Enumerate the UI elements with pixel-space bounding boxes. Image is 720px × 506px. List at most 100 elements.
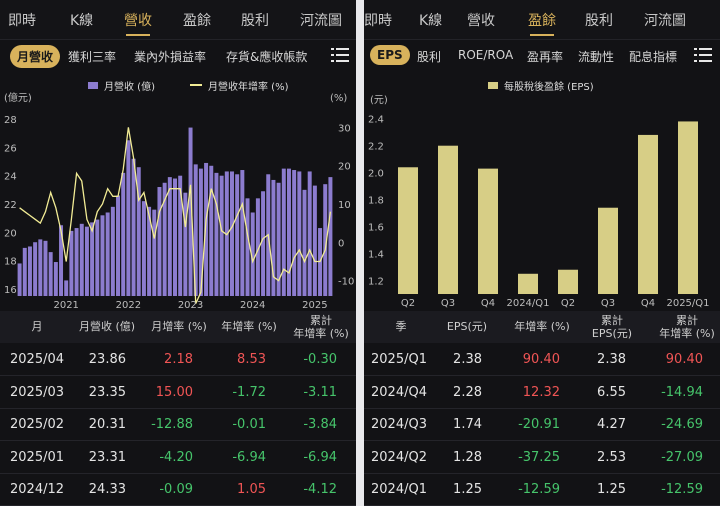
revenue-bar[interactable]: [183, 192, 188, 296]
revenue-bar[interactable]: [59, 225, 64, 296]
top-tab-3[interactable]: 盈餘: [183, 13, 211, 29]
revenue-bar[interactable]: [193, 164, 198, 296]
revenue-bar[interactable]: [43, 240, 48, 296]
revenue-bar[interactable]: [69, 230, 74, 296]
table-row[interactable]: 2025/Q1 2.38 90.40 2.38 90.40: [364, 343, 720, 376]
revenue-bar[interactable]: [22, 247, 27, 296]
top-tab-1[interactable]: K線: [419, 13, 443, 29]
revenue-bar[interactable]: [214, 172, 219, 296]
revenue-bar[interactable]: [136, 167, 141, 296]
revenue-bar[interactable]: [281, 168, 286, 296]
revenue-bar[interactable]: [131, 158, 136, 296]
revenue-bar[interactable]: [157, 187, 162, 296]
revenue-bar[interactable]: [255, 198, 260, 296]
revenue-bar[interactable]: [100, 215, 105, 296]
sub-tab-4[interactable]: 流動性: [578, 50, 615, 64]
top-tab-3[interactable]: 盈餘: [528, 13, 556, 29]
revenue-bar[interactable]: [250, 212, 255, 296]
revenue-bar[interactable]: [292, 170, 297, 296]
revenue-bar[interactable]: [116, 195, 121, 296]
revenue-bar[interactable]: [219, 175, 224, 296]
revenue-bar[interactable]: [167, 177, 172, 296]
revenue-bar[interactable]: [84, 226, 89, 296]
eps-bar[interactable]: [398, 167, 418, 294]
eps-bar[interactable]: [438, 145, 458, 294]
revenue-bar[interactable]: [173, 178, 177, 296]
top-tab-0[interactable]: 即時: [8, 13, 36, 29]
revenue-bar[interactable]: [105, 212, 110, 296]
eps-bar[interactable]: [558, 269, 578, 294]
revenue-bar[interactable]: [90, 222, 95, 296]
revenue-bar[interactable]: [53, 262, 58, 296]
table-row[interactable]: 2024/Q2 1.28 -37.25 2.53 -27.09: [364, 441, 720, 474]
sub-tab-5[interactable]: 配息指標: [629, 50, 678, 64]
revenue-bar[interactable]: [302, 189, 307, 296]
revenue-bar[interactable]: [147, 206, 152, 296]
sub-tab-3[interactable]: 盈再率: [527, 50, 564, 64]
sub-tab-0[interactable]: EPS: [370, 45, 410, 65]
revenue-bar[interactable]: [261, 191, 266, 296]
menu-list-icon[interactable]: [694, 47, 712, 63]
top-tab-4[interactable]: 股利: [585, 13, 613, 29]
revenue-bar[interactable]: [286, 168, 291, 296]
top-tab-4[interactable]: 股利: [241, 13, 269, 29]
revenue-bar[interactable]: [235, 174, 240, 296]
revenue-bar[interactable]: [110, 206, 115, 296]
revenue-bar[interactable]: [95, 219, 100, 296]
revenue-bar[interactable]: [276, 182, 281, 296]
revenue-bar[interactable]: [178, 175, 183, 296]
revenue-bar[interactable]: [297, 171, 302, 296]
revenue-bar[interactable]: [307, 171, 312, 296]
top-tab-2[interactable]: 營收: [124, 13, 152, 29]
revenue-bar[interactable]: [38, 239, 43, 296]
revenue-bar[interactable]: [27, 246, 32, 296]
table-row[interactable]: 2024/Q3 1.74 -20.91 4.27 -24.69: [364, 408, 720, 441]
menu-list-icon[interactable]: [331, 47, 349, 63]
table-row[interactable]: 2024/12 24.33 -0.09 1.05 -4.12: [0, 473, 356, 506]
eps-bar[interactable]: [478, 168, 498, 294]
top-tab-0[interactable]: 即時: [364, 13, 392, 29]
top-tab-5[interactable]: 河流圖: [300, 13, 342, 29]
top-tab-1[interactable]: K線: [70, 13, 94, 29]
sub-tab-1[interactable]: 獲利三率: [68, 50, 117, 64]
revenue-bar[interactable]: [323, 184, 328, 296]
table-row[interactable]: 2024/Q4 2.28 12.32 6.55 -14.94: [364, 376, 720, 409]
revenue-bar[interactable]: [79, 223, 84, 296]
revenue-bar[interactable]: [245, 198, 250, 296]
revenue-bar[interactable]: [121, 172, 126, 296]
revenue-bar[interactable]: [162, 182, 167, 296]
sub-tab-3[interactable]: 存貨&應收帳款: [226, 50, 308, 64]
revenue-bar[interactable]: [240, 170, 245, 296]
revenue-bar[interactable]: [204, 162, 209, 296]
revenue-bar[interactable]: [188, 127, 193, 296]
revenue-bar[interactable]: [198, 168, 203, 296]
revenue-bar[interactable]: [64, 280, 69, 296]
revenue-bar[interactable]: [328, 177, 333, 296]
revenue-bar[interactable]: [271, 179, 276, 296]
sub-tab-2[interactable]: ROE/ROA: [458, 48, 514, 62]
revenue-bar[interactable]: [209, 165, 214, 296]
table-row[interactable]: 2024/Q1 1.25 -12.59 1.25 -12.59: [364, 473, 720, 506]
top-tab-5[interactable]: 河流圖: [644, 13, 686, 29]
sub-tab-2[interactable]: 業內外損益率: [134, 50, 207, 64]
revenue-bar[interactable]: [126, 140, 131, 296]
sub-tab-1[interactable]: 股利: [417, 50, 442, 64]
eps-bar[interactable]: [598, 207, 618, 294]
revenue-bar[interactable]: [17, 263, 22, 296]
sub-tab-0[interactable]: 月營收: [10, 45, 61, 68]
revenue-bar[interactable]: [48, 252, 53, 296]
eps-bar[interactable]: [518, 273, 538, 294]
table-row[interactable]: 2025/01 23.31 -4.20 -6.94 -6.94: [0, 441, 356, 474]
eps-bar[interactable]: [638, 134, 658, 294]
table-row[interactable]: 2025/04 23.86 2.18 8.53 -0.30: [0, 343, 356, 376]
table-row[interactable]: 2025/03 23.35 15.00 -1.72 -3.11: [0, 376, 356, 409]
table-row[interactable]: 2025/02 20.31 -12.88 -0.01 -3.84: [0, 408, 356, 441]
eps-bar[interactable]: [678, 121, 698, 294]
revenue-bar[interactable]: [74, 228, 79, 296]
revenue-bar[interactable]: [141, 201, 146, 296]
revenue-bar[interactable]: [33, 242, 38, 296]
revenue-bar[interactable]: [312, 185, 317, 296]
revenue-bar[interactable]: [152, 209, 157, 296]
top-tab-2[interactable]: 營收: [467, 13, 495, 29]
revenue-bar[interactable]: [229, 171, 234, 296]
